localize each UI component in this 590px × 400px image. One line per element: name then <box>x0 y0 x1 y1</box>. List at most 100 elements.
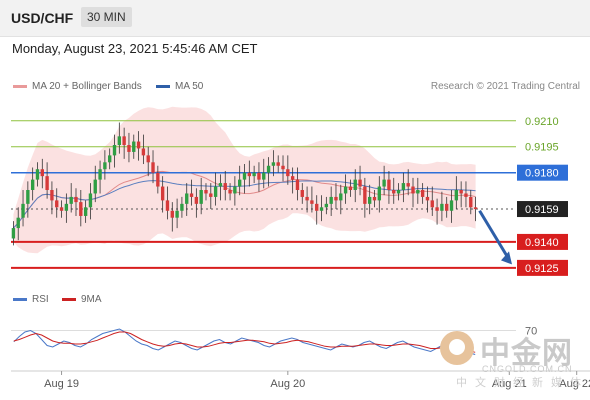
symbol-label: USD/CHF <box>11 10 74 26</box>
candle-body <box>141 148 146 156</box>
candle-body <box>367 196 372 204</box>
legend-rsi-swatch <box>13 297 27 301</box>
candle-body <box>40 169 44 177</box>
candle-body <box>392 190 396 194</box>
candle-body <box>238 179 242 187</box>
candle-body <box>396 190 401 194</box>
candle-body <box>401 183 406 190</box>
candle-body <box>170 210 174 218</box>
candle-body <box>315 203 319 211</box>
watermark-url: CNGOLD.COM.CN <box>482 364 573 374</box>
candle-body <box>50 190 54 201</box>
level-label-1: 0.9195 <box>525 142 559 154</box>
x-tick-label-3: Aug 22 <box>559 378 590 390</box>
candle-body <box>175 210 179 218</box>
candle-body <box>329 196 333 204</box>
watermark-sub: 中文财经新媒体 <box>456 377 589 389</box>
legend-rsi: RSI <box>13 294 49 305</box>
candle-body <box>348 186 353 190</box>
candle-body <box>387 179 391 190</box>
candle-body <box>411 186 415 194</box>
candle-body <box>382 179 386 187</box>
candle-body <box>88 193 93 208</box>
candle-body <box>425 196 430 201</box>
candle-body <box>343 186 348 194</box>
watermark-logo <box>440 331 474 365</box>
level-badge-5 <box>517 259 568 276</box>
candle-body <box>132 141 136 152</box>
level-badge-3 <box>517 201 568 218</box>
candle-body <box>281 165 285 170</box>
level-badge-4 <box>517 233 568 250</box>
candle-body <box>271 162 276 166</box>
candle-body <box>35 169 40 180</box>
forecast-arrow <box>478 209 511 261</box>
candle-body <box>151 162 155 173</box>
candle-body <box>213 186 218 197</box>
candle-body <box>353 179 357 190</box>
candle-body <box>11 228 16 239</box>
legend-9ma: 9MA <box>62 294 102 305</box>
level-label-0: 0.9210 <box>525 116 559 128</box>
candle-body <box>262 172 266 180</box>
x-tick-label-2: Aug 21 <box>492 378 527 390</box>
watermark-name: 中金网 <box>480 337 573 370</box>
candle-body <box>454 190 459 201</box>
candle-body <box>45 176 49 190</box>
candle-body <box>223 183 227 190</box>
candle-body <box>218 183 223 187</box>
candle-body <box>112 145 117 156</box>
candle-body <box>290 176 295 180</box>
candle-body <box>324 203 329 208</box>
rsi-level-label-0: 70 <box>525 326 537 338</box>
candle-body <box>459 190 463 194</box>
candle-body <box>416 190 420 194</box>
candle-body <box>445 203 449 211</box>
level-label-3: 0.9159 <box>525 204 559 216</box>
candle-body <box>276 162 280 166</box>
candle-body <box>136 141 141 149</box>
rsi-ma9-line <box>13 331 476 353</box>
candle-body <box>252 172 256 177</box>
candle-body <box>204 190 208 194</box>
candle-body <box>464 193 468 197</box>
legend-rsi-label: RSI <box>32 294 49 305</box>
candle-body <box>55 200 59 208</box>
legend-ma50-label: MA 50 <box>175 81 204 92</box>
candle-body <box>185 193 189 204</box>
candle-body <box>286 169 290 177</box>
candle-body <box>334 196 338 201</box>
candle-body <box>247 172 251 177</box>
candle-body <box>103 162 107 170</box>
candle-body <box>69 196 73 204</box>
candle-body <box>122 136 126 145</box>
candle-body <box>93 179 97 194</box>
candle-body <box>449 200 454 211</box>
legend-ma50: MA 50 <box>156 81 203 92</box>
candle-body <box>440 203 444 211</box>
candle-body <box>83 207 88 216</box>
candle-body <box>469 196 473 208</box>
candle-body <box>16 217 20 229</box>
header-bar: USD/CHF 30 MIN <box>0 0 590 37</box>
candle-body <box>473 207 478 210</box>
candle-body <box>242 172 247 180</box>
candle-body <box>146 155 150 163</box>
candle-body <box>430 200 434 208</box>
candle-body <box>233 186 237 194</box>
credit-label: Research © 2021 Trading Central <box>430 81 580 92</box>
x-tick-label-1: Aug 20 <box>270 378 305 390</box>
candle-body <box>319 207 324 211</box>
candle-body <box>160 186 165 201</box>
candle-body <box>156 172 160 187</box>
level-badge-2 <box>517 164 568 181</box>
timeframe-button[interactable]: 30 MIN <box>81 7 132 27</box>
legend-9ma-swatch <box>62 297 76 301</box>
candle-body <box>199 190 203 204</box>
candle-body <box>180 203 184 211</box>
candle-body <box>228 190 232 194</box>
candle-body <box>98 169 102 180</box>
legend-ma50-swatch <box>156 84 170 88</box>
candle-body <box>189 193 194 197</box>
